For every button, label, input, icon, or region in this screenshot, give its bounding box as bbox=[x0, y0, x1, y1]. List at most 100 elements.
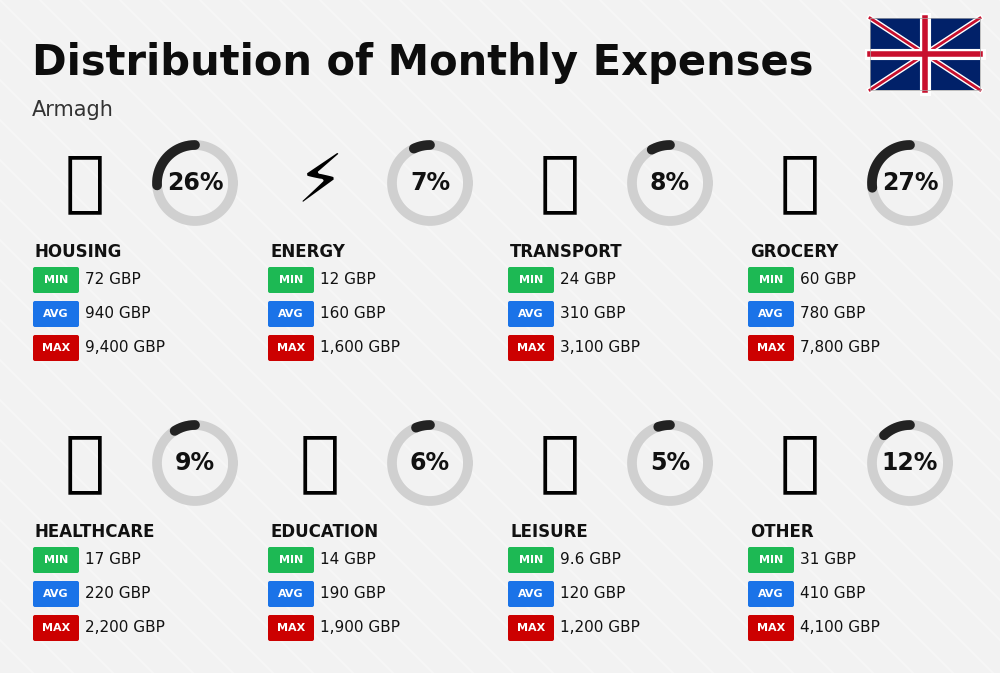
Text: MAX: MAX bbox=[42, 343, 70, 353]
FancyBboxPatch shape bbox=[748, 267, 794, 293]
Text: MIN: MIN bbox=[279, 555, 303, 565]
Text: MIN: MIN bbox=[519, 555, 543, 565]
Text: 9,400 GBP: 9,400 GBP bbox=[85, 341, 165, 355]
Text: MIN: MIN bbox=[759, 275, 783, 285]
Text: MIN: MIN bbox=[44, 555, 68, 565]
Text: AVG: AVG bbox=[43, 309, 69, 319]
Text: 3,100 GBP: 3,100 GBP bbox=[560, 341, 640, 355]
Text: 5%: 5% bbox=[650, 451, 690, 475]
Text: 12%: 12% bbox=[882, 451, 938, 475]
Text: MAX: MAX bbox=[517, 623, 545, 633]
Text: MAX: MAX bbox=[277, 343, 305, 353]
FancyBboxPatch shape bbox=[268, 581, 314, 607]
Text: EDUCATION: EDUCATION bbox=[270, 523, 378, 541]
Text: 🛍: 🛍 bbox=[540, 430, 580, 496]
Text: 7,800 GBP: 7,800 GBP bbox=[800, 341, 880, 355]
Text: MAX: MAX bbox=[757, 623, 785, 633]
Text: 🛒: 🛒 bbox=[780, 150, 820, 216]
Text: HEALTHCARE: HEALTHCARE bbox=[35, 523, 156, 541]
Text: 220 GBP: 220 GBP bbox=[85, 586, 150, 602]
FancyBboxPatch shape bbox=[33, 547, 79, 573]
Bar bbox=[870, 18, 980, 90]
Text: 💰: 💰 bbox=[780, 430, 820, 496]
Text: 🫀: 🫀 bbox=[65, 430, 105, 496]
Text: OTHER: OTHER bbox=[750, 523, 814, 541]
Text: 9.6 GBP: 9.6 GBP bbox=[560, 553, 621, 567]
Text: 14 GBP: 14 GBP bbox=[320, 553, 376, 567]
Text: AVG: AVG bbox=[278, 589, 304, 599]
FancyBboxPatch shape bbox=[748, 615, 794, 641]
Text: 190 GBP: 190 GBP bbox=[320, 586, 386, 602]
Text: AVG: AVG bbox=[758, 309, 784, 319]
Text: 780 GBP: 780 GBP bbox=[800, 306, 865, 322]
Text: MAX: MAX bbox=[757, 343, 785, 353]
Text: 1,900 GBP: 1,900 GBP bbox=[320, 621, 400, 635]
Text: 410 GBP: 410 GBP bbox=[800, 586, 865, 602]
Text: 24 GBP: 24 GBP bbox=[560, 273, 616, 287]
FancyBboxPatch shape bbox=[748, 301, 794, 327]
Text: 27%: 27% bbox=[882, 171, 938, 195]
FancyBboxPatch shape bbox=[33, 301, 79, 327]
Text: ENERGY: ENERGY bbox=[270, 243, 345, 261]
FancyBboxPatch shape bbox=[33, 581, 79, 607]
Text: 2,200 GBP: 2,200 GBP bbox=[85, 621, 165, 635]
Text: MAX: MAX bbox=[42, 623, 70, 633]
FancyBboxPatch shape bbox=[508, 615, 554, 641]
FancyBboxPatch shape bbox=[33, 615, 79, 641]
Text: MIN: MIN bbox=[279, 275, 303, 285]
Bar bbox=[870, 18, 980, 90]
Text: 310 GBP: 310 GBP bbox=[560, 306, 626, 322]
Text: 60 GBP: 60 GBP bbox=[800, 273, 856, 287]
Text: 6%: 6% bbox=[410, 451, 450, 475]
FancyBboxPatch shape bbox=[33, 335, 79, 361]
Text: 26%: 26% bbox=[167, 171, 223, 195]
FancyBboxPatch shape bbox=[268, 301, 314, 327]
Text: 8%: 8% bbox=[650, 171, 690, 195]
Text: Armagh: Armagh bbox=[32, 100, 114, 120]
FancyBboxPatch shape bbox=[508, 581, 554, 607]
FancyBboxPatch shape bbox=[33, 267, 79, 293]
FancyBboxPatch shape bbox=[508, 335, 554, 361]
FancyBboxPatch shape bbox=[268, 547, 314, 573]
Text: AVG: AVG bbox=[518, 589, 544, 599]
Text: AVG: AVG bbox=[43, 589, 69, 599]
Text: AVG: AVG bbox=[518, 309, 544, 319]
Text: MIN: MIN bbox=[759, 555, 783, 565]
Text: 31 GBP: 31 GBP bbox=[800, 553, 856, 567]
Text: HOUSING: HOUSING bbox=[35, 243, 122, 261]
Text: AVG: AVG bbox=[278, 309, 304, 319]
Text: 17 GBP: 17 GBP bbox=[85, 553, 141, 567]
FancyBboxPatch shape bbox=[268, 335, 314, 361]
Text: 1,600 GBP: 1,600 GBP bbox=[320, 341, 400, 355]
Text: Distribution of Monthly Expenses: Distribution of Monthly Expenses bbox=[32, 42, 814, 84]
Text: 160 GBP: 160 GBP bbox=[320, 306, 386, 322]
Text: 1,200 GBP: 1,200 GBP bbox=[560, 621, 640, 635]
Text: 940 GBP: 940 GBP bbox=[85, 306, 150, 322]
Text: GROCERY: GROCERY bbox=[750, 243, 838, 261]
Text: 9%: 9% bbox=[175, 451, 215, 475]
FancyBboxPatch shape bbox=[268, 615, 314, 641]
Text: MAX: MAX bbox=[517, 343, 545, 353]
Text: 12 GBP: 12 GBP bbox=[320, 273, 376, 287]
FancyBboxPatch shape bbox=[508, 547, 554, 573]
Text: ⚡: ⚡ bbox=[297, 150, 343, 216]
FancyBboxPatch shape bbox=[508, 301, 554, 327]
Text: TRANSPORT: TRANSPORT bbox=[510, 243, 623, 261]
FancyBboxPatch shape bbox=[268, 267, 314, 293]
Text: AVG: AVG bbox=[758, 589, 784, 599]
Text: MAX: MAX bbox=[277, 623, 305, 633]
Text: 🏢: 🏢 bbox=[65, 150, 105, 216]
Text: 7%: 7% bbox=[410, 171, 450, 195]
Text: 🚌: 🚌 bbox=[540, 150, 580, 216]
Text: LEISURE: LEISURE bbox=[510, 523, 588, 541]
FancyBboxPatch shape bbox=[748, 581, 794, 607]
Text: MIN: MIN bbox=[44, 275, 68, 285]
Text: 🎓: 🎓 bbox=[300, 430, 340, 496]
Text: 4,100 GBP: 4,100 GBP bbox=[800, 621, 880, 635]
Text: 120 GBP: 120 GBP bbox=[560, 586, 625, 602]
FancyBboxPatch shape bbox=[748, 335, 794, 361]
Text: 72 GBP: 72 GBP bbox=[85, 273, 141, 287]
FancyBboxPatch shape bbox=[748, 547, 794, 573]
Text: MIN: MIN bbox=[519, 275, 543, 285]
FancyBboxPatch shape bbox=[508, 267, 554, 293]
